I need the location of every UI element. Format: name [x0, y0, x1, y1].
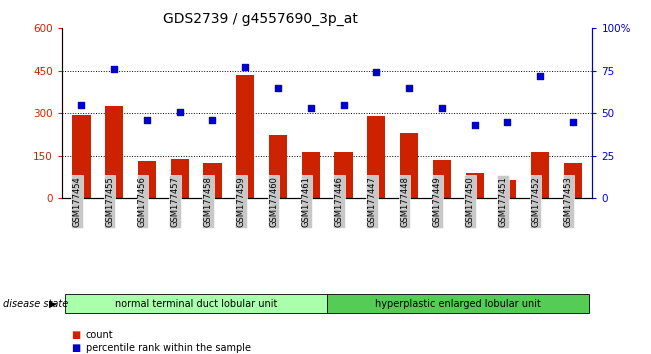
Bar — [302, 152, 320, 198]
Text: ■: ■ — [72, 343, 81, 353]
Text: normal terminal duct lobular unit: normal terminal duct lobular unit — [115, 298, 277, 309]
Text: GSM177453: GSM177453 — [564, 176, 573, 227]
Text: GSM177446: GSM177446 — [335, 176, 344, 227]
Bar — [498, 180, 516, 198]
Point — [273, 85, 283, 91]
Text: count: count — [86, 330, 113, 339]
Text: disease state: disease state — [3, 298, 68, 309]
Bar — [236, 75, 255, 198]
Text: ■: ■ — [72, 330, 81, 339]
Point — [535, 73, 546, 79]
Point — [174, 109, 185, 114]
Bar — [433, 160, 450, 198]
Text: percentile rank within the sample: percentile rank within the sample — [86, 343, 251, 353]
Bar — [171, 159, 189, 198]
Text: GSM177452: GSM177452 — [531, 176, 540, 227]
Text: hyperplastic enlarged lobular unit: hyperplastic enlarged lobular unit — [375, 298, 541, 309]
Bar — [465, 173, 484, 198]
Text: GSM177460: GSM177460 — [269, 176, 278, 227]
Bar — [367, 116, 385, 198]
Text: ▶: ▶ — [49, 298, 57, 309]
Point — [240, 64, 251, 70]
Point — [305, 105, 316, 111]
Bar — [204, 163, 221, 198]
Bar — [72, 115, 90, 198]
Text: GSM177450: GSM177450 — [465, 176, 475, 227]
Text: GSM177451: GSM177451 — [498, 176, 507, 227]
Text: GDS2739 / g4557690_3p_at: GDS2739 / g4557690_3p_at — [163, 12, 358, 27]
Point — [469, 122, 480, 128]
Text: GSM177448: GSM177448 — [400, 176, 409, 227]
Text: GSM177456: GSM177456 — [138, 176, 147, 227]
Point — [207, 117, 217, 123]
Point — [502, 119, 512, 125]
Point — [142, 117, 152, 123]
Bar — [531, 152, 549, 198]
Text: GSM177449: GSM177449 — [433, 176, 442, 227]
Bar — [269, 135, 287, 198]
Text: GSM177457: GSM177457 — [171, 176, 180, 227]
Point — [339, 102, 349, 108]
Text: GSM177447: GSM177447 — [367, 176, 376, 227]
Point — [109, 66, 119, 72]
Text: GSM177458: GSM177458 — [204, 176, 212, 227]
Text: GSM177455: GSM177455 — [105, 176, 114, 227]
Bar — [564, 163, 582, 198]
Bar — [138, 161, 156, 198]
Text: GSM177459: GSM177459 — [236, 176, 245, 227]
Point — [404, 85, 414, 91]
Text: GSM177454: GSM177454 — [72, 176, 81, 227]
Bar — [400, 133, 418, 198]
Bar — [335, 152, 352, 198]
Point — [76, 102, 87, 108]
Point — [437, 105, 447, 111]
Point — [371, 70, 381, 75]
Bar — [105, 106, 123, 198]
Point — [568, 119, 578, 125]
Text: GSM177461: GSM177461 — [302, 176, 311, 227]
